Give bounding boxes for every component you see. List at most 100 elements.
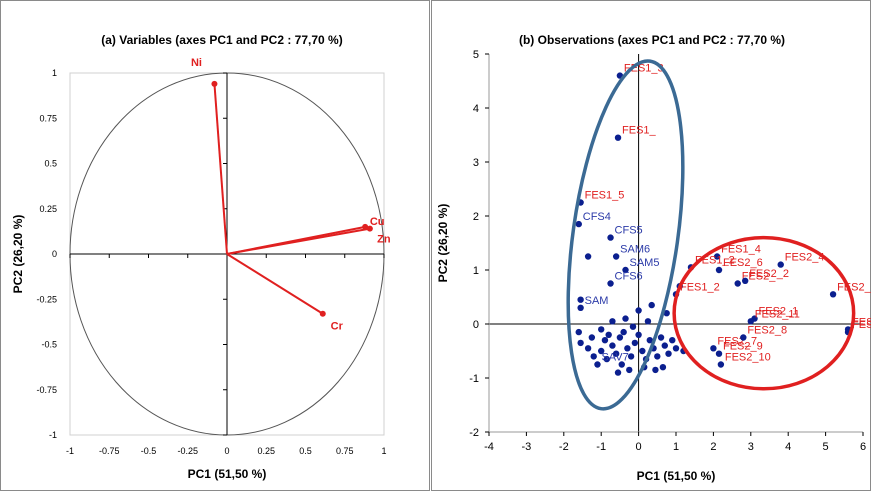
observation-point (605, 331, 612, 338)
observation-point (829, 291, 837, 298)
observation-label: CFS5 (615, 225, 643, 237)
observation-point (622, 315, 629, 322)
observation-point (639, 347, 646, 355)
observation-point (620, 328, 627, 336)
panel-b-x-axis-label: PC1 (51,50 %) (637, 469, 716, 483)
cluster-ellipse-blue (566, 59, 685, 411)
observation-point (654, 353, 661, 360)
panel-a-x-tick-label: 0.75 (336, 446, 354, 456)
observation-point (644, 318, 652, 325)
observation-label: FES2_1 (759, 306, 799, 318)
observation-label: FES2_2 (749, 268, 789, 280)
observation-point (618, 361, 625, 368)
observation-label: SAV7 (601, 352, 628, 364)
observation-point (575, 220, 582, 228)
panel-b-y-tick-label: -1 (469, 373, 479, 385)
observation-point (598, 347, 605, 355)
panel-a-x-tick-label: -1 (66, 446, 74, 456)
panel-b-x-tick-label: 3 (748, 441, 754, 453)
panel-a-y-tick-label: 0.25 (39, 204, 57, 214)
panel-b-y-tick-label: 5 (473, 49, 479, 61)
panel-b-x-tick-label: 6 (860, 441, 866, 453)
observation-point (609, 318, 616, 325)
variable-label-cu: Cu (370, 216, 385, 228)
panel-b-x-tick-label: 4 (785, 441, 791, 453)
panel-b-x-tick-label: 5 (823, 441, 829, 453)
variable-arrow-ni (213, 83, 228, 255)
variable-arrow-zn (226, 227, 371, 255)
observation-label: FES2_9 (723, 341, 763, 353)
observation-point (648, 301, 655, 309)
observation-point (631, 339, 639, 347)
observation-label: FES2_11 (755, 308, 800, 320)
observation-point (710, 345, 717, 352)
observation-label: FES1_ (622, 125, 657, 137)
observation-label: FES2_ (742, 271, 777, 283)
observation-point (629, 323, 637, 330)
observation-label: SAM5 (630, 257, 660, 269)
panel-a-x-tick-label: 0.25 (257, 446, 275, 456)
variable-point-ni (211, 80, 218, 87)
observation-point (577, 339, 584, 347)
observation-point (588, 334, 596, 341)
panel-a-y-tick-label: 0.75 (39, 113, 57, 123)
observation-point (659, 364, 667, 371)
observation-label: CFS4 (583, 211, 611, 223)
panel-b-x-tick-label: 2 (710, 441, 716, 453)
observation-point (603, 355, 611, 363)
observation-label: CFS6 (615, 271, 643, 283)
observation-label: FES2_4 (785, 252, 825, 264)
observation-point (624, 345, 631, 352)
observation-point (715, 350, 723, 357)
variable-label-ni: Ni (191, 57, 202, 69)
panel-a-y-tick-label: 0 (52, 249, 57, 259)
observation-label: FES2_7 (717, 335, 757, 347)
observation-point (577, 296, 584, 303)
panel-a-x-tick-label: 1 (381, 446, 386, 456)
observation-point (612, 350, 620, 357)
observation-point (665, 350, 672, 357)
observation-label: SAM6 (620, 244, 650, 256)
observation-label: FES2_5 (852, 319, 871, 331)
panel-a-x-tick-label: -0.75 (99, 446, 120, 456)
observation-point (612, 253, 620, 260)
panel-b-y-tick-label: 3 (473, 157, 479, 169)
panel-b-y-tick-label: 1 (473, 265, 479, 277)
panel-b-y-tick-label: 4 (473, 103, 479, 115)
panel-b-title: (b) Observations (axes PC1 and PC2 : 77,… (519, 33, 785, 47)
variable-arrow-cr (226, 253, 324, 315)
observation-point (715, 266, 723, 274)
panel-b-y-tick-label: 2 (473, 211, 479, 223)
observation-point (614, 369, 622, 376)
observation-point (652, 366, 659, 374)
variable-label-cr: Cr (331, 321, 344, 333)
observation-point (635, 307, 642, 314)
variable-point-zn (366, 225, 373, 232)
observation-point (609, 342, 616, 349)
observation-label: FES1_4 (721, 244, 761, 256)
panel-a-y-tick-label: -0.75 (36, 385, 57, 395)
variable-point-cr (319, 310, 326, 317)
observation-point (622, 266, 629, 274)
observation-label: FES2_12 (852, 316, 871, 328)
observation-point (584, 253, 592, 260)
observation-point (713, 253, 721, 260)
observation-point (661, 342, 668, 349)
observation-point (657, 334, 665, 341)
observation-point (598, 326, 605, 333)
panel-b-x-tick-label: -1 (596, 441, 606, 453)
observation-point (626, 366, 633, 374)
observation-point (747, 318, 754, 325)
observation-label: FES2_10 (725, 352, 771, 364)
observation-point (646, 337, 654, 344)
observation-label: FES1_5 (585, 190, 625, 202)
panel-a-y-tick-label: 1 (52, 68, 57, 78)
observation-label: FES2_8 (747, 325, 787, 337)
observation-label: FES2_13 (837, 281, 871, 293)
observation-point (584, 345, 592, 352)
panel-a-x-tick-label: -0.25 (177, 446, 198, 456)
panel-a-x-axis-label: PC1 (51,50 %) (188, 467, 267, 481)
observation-point (627, 353, 635, 360)
